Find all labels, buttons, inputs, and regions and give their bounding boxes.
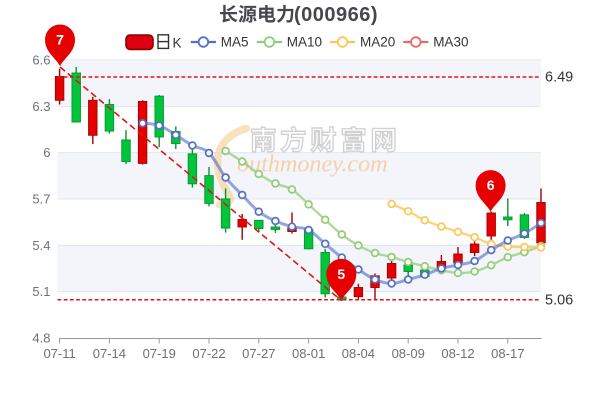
svg-text:07-14: 07-14 — [93, 346, 126, 361]
svg-text:(000966): (000966) — [294, 4, 378, 26]
svg-text:5.06: 5.06 — [545, 293, 573, 309]
svg-text:6.49: 6.49 — [545, 70, 573, 86]
svg-text:MA5: MA5 — [221, 35, 249, 50]
svg-text:MA10: MA10 — [287, 35, 322, 50]
svg-text:MA30: MA30 — [433, 35, 468, 50]
svg-text:6.6: 6.6 — [32, 53, 50, 68]
svg-text:07-19: 07-19 — [143, 346, 176, 361]
svg-text:08-01: 08-01 — [292, 346, 325, 361]
svg-text:07-22: 07-22 — [192, 346, 225, 361]
svg-text:6: 6 — [487, 177, 495, 193]
svg-text:07-27: 07-27 — [242, 346, 275, 361]
svg-text:MA20: MA20 — [360, 35, 395, 50]
svg-text:07-11: 07-11 — [43, 346, 75, 361]
svg-text:6.3: 6.3 — [32, 99, 50, 114]
svg-text:5.1: 5.1 — [32, 284, 50, 299]
svg-text:08-09: 08-09 — [392, 346, 425, 361]
svg-text:5: 5 — [337, 266, 345, 282]
svg-text:08-12: 08-12 — [441, 346, 474, 361]
svg-text:5.4: 5.4 — [32, 238, 50, 253]
svg-text:7: 7 — [56, 32, 64, 48]
svg-text:08-17: 08-17 — [491, 346, 524, 361]
svg-text:K: K — [173, 36, 182, 51]
svg-text:6: 6 — [43, 145, 50, 160]
svg-text:5.7: 5.7 — [32, 192, 50, 207]
svg-text:4.8: 4.8 — [32, 331, 50, 346]
svg-text:08-04: 08-04 — [342, 346, 375, 361]
